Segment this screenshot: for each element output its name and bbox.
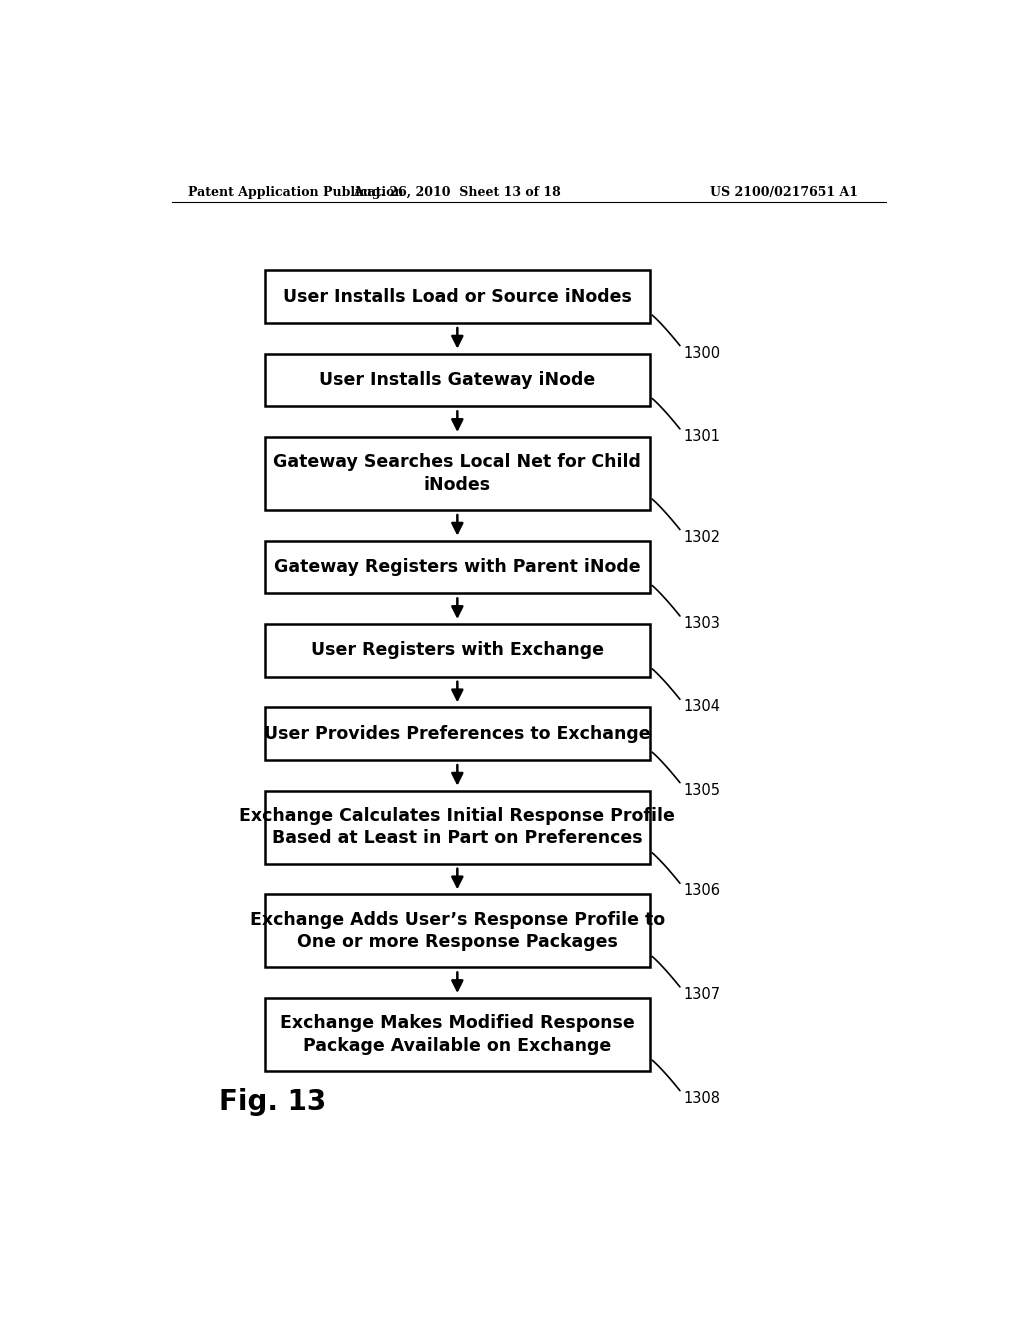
- Bar: [265, 437, 650, 510]
- Text: Exchange Adds User’s Response Profile to
One or more Response Packages: Exchange Adds User’s Response Profile to…: [250, 911, 665, 950]
- Text: Gateway Searches Local Net for Child
iNodes: Gateway Searches Local Net for Child iNo…: [273, 453, 641, 494]
- Text: 1304: 1304: [683, 700, 720, 714]
- Text: Gateway Registers with Parent iNode: Gateway Registers with Parent iNode: [274, 558, 641, 576]
- Bar: [265, 354, 650, 407]
- Text: 1300: 1300: [683, 346, 720, 360]
- Bar: [265, 791, 650, 863]
- Text: 1302: 1302: [683, 529, 720, 545]
- Bar: [265, 271, 650, 323]
- Text: User Provides Preferences to Exchange: User Provides Preferences to Exchange: [264, 725, 650, 743]
- Bar: [265, 998, 650, 1071]
- Text: 1306: 1306: [683, 883, 720, 899]
- Text: US 2100/0217651 A1: US 2100/0217651 A1: [710, 186, 858, 199]
- Text: 1308: 1308: [683, 1090, 720, 1106]
- Text: 1305: 1305: [683, 783, 720, 797]
- Text: Exchange Makes Modified Response
Package Available on Exchange: Exchange Makes Modified Response Package…: [280, 1015, 635, 1055]
- Text: 1307: 1307: [683, 987, 720, 1002]
- Text: 1303: 1303: [683, 616, 720, 631]
- Text: Fig. 13: Fig. 13: [219, 1088, 327, 1115]
- Text: Aug. 26, 2010  Sheet 13 of 18: Aug. 26, 2010 Sheet 13 of 18: [353, 186, 561, 199]
- Bar: [265, 624, 650, 677]
- Text: Exchange Calculates Initial Response Profile
Based at Least in Part on Preferenc: Exchange Calculates Initial Response Pro…: [240, 807, 675, 847]
- Text: User Installs Gateway iNode: User Installs Gateway iNode: [319, 371, 596, 389]
- Text: 1301: 1301: [683, 429, 720, 444]
- Text: User Registers with Exchange: User Registers with Exchange: [311, 642, 604, 659]
- Bar: [265, 708, 650, 760]
- Text: User Installs Load or Source iNodes: User Installs Load or Source iNodes: [283, 288, 632, 306]
- Bar: [265, 894, 650, 968]
- Bar: [265, 541, 650, 594]
- Text: Patent Application Publication: Patent Application Publication: [187, 186, 403, 199]
